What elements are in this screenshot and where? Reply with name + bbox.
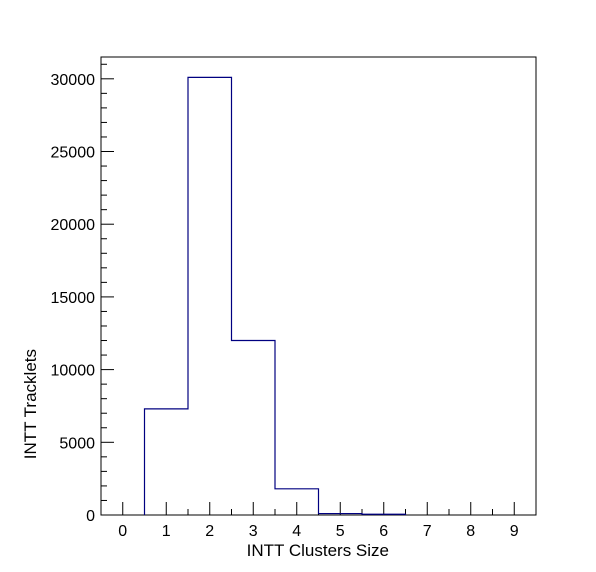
x-tick-label: 4	[292, 523, 301, 540]
y-tick-label: 15000	[51, 290, 96, 307]
y-tick-label: 30000	[51, 72, 96, 89]
y-tick-label: 25000	[51, 145, 96, 162]
x-tick-label: 2	[205, 523, 214, 540]
x-tick-label: 9	[510, 523, 519, 540]
y-tick-label: 0	[86, 508, 95, 525]
x-tick-label: 5	[336, 523, 345, 540]
y-axis-title: INTT Tracklets	[21, 349, 40, 459]
y-tick-label: 20000	[51, 217, 96, 234]
y-axis-ticks: 0 5000 10000 15000 20000 25000 30000	[51, 63, 114, 525]
x-tick-label: 3	[249, 523, 258, 540]
x-tick-label: 8	[466, 523, 475, 540]
x-tick-label: 7	[423, 523, 432, 540]
x-axis-title: INTT Clusters Size	[247, 541, 389, 560]
x-axis-ticks: 0 1 2 3 4 5 6 7 8 9	[100, 502, 537, 540]
x-tick-label: 0	[118, 523, 127, 540]
x-tick-label: 6	[379, 523, 388, 540]
histogram-series	[143, 76, 407, 515]
x-tick-label: 1	[162, 523, 171, 540]
y-tick-label: 10000	[51, 363, 96, 380]
y-tick-label: 5000	[59, 435, 95, 452]
plot-frame	[100, 56, 537, 516]
